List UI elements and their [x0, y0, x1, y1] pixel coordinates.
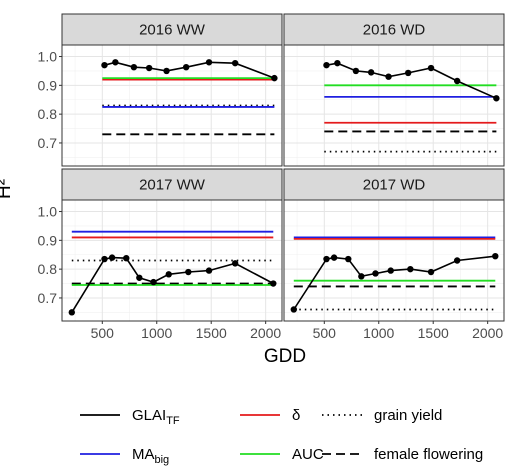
glai-point	[387, 267, 394, 274]
legend-label: grain yield	[374, 407, 442, 424]
legend-label: AUC	[292, 446, 324, 463]
panel-title: 2017 WD	[363, 177, 426, 194]
glai-point	[165, 271, 172, 278]
legend-item-glai: GLAITF	[80, 407, 180, 427]
panel-border	[283, 199, 505, 322]
panel-0: 2016 WW 0.7 0.8 0.9 1.0	[38, 13, 283, 167]
glai-point	[345, 255, 352, 263]
glai-point	[182, 63, 190, 71]
x-tick-label: 2000	[472, 325, 503, 341]
legend-label-subscript: big	[155, 454, 170, 466]
y-tick-label: 0.9	[38, 77, 58, 93]
panel-border	[283, 44, 505, 167]
legend-label: MAbig	[132, 446, 169, 466]
y-axis-title: H²	[0, 179, 15, 199]
y-tick-label: 0.7	[38, 290, 58, 306]
glai-point	[323, 61, 330, 69]
glai-point	[205, 59, 213, 66]
legend-label: GLAITF	[132, 407, 180, 427]
glai-point	[112, 59, 119, 66]
legend: GLAITF δ grain yield MAbig AUC female floweri…	[80, 407, 483, 466]
glai-point	[185, 268, 192, 276]
glai-point	[136, 274, 143, 281]
x-tick-label: 1500	[418, 325, 449, 341]
legend-item-grain-yield: grain yield	[322, 407, 442, 424]
plot-background	[62, 45, 282, 166]
glai-point	[330, 254, 338, 261]
panel-3: 2017 WD 500 1000 1500 2000	[283, 168, 505, 341]
glai-point	[145, 64, 153, 72]
x-tick-label: 500	[91, 325, 115, 341]
glai-point	[150, 278, 157, 286]
glai-point	[367, 69, 375, 76]
glai-point	[453, 257, 461, 264]
legend-item-female-flowering: female flowering	[322, 446, 483, 463]
y-tick-label: 1.0	[38, 49, 58, 65]
panel-strip	[61, 13, 283, 46]
plot-background	[284, 200, 504, 321]
y-tick-label: 1.0	[38, 204, 58, 220]
legend-item-delta: δ	[240, 407, 300, 424]
y-tick-label: 0.7	[38, 135, 58, 151]
panel-strip	[283, 13, 505, 46]
glai-point	[334, 59, 341, 67]
panel-title: 2016 WW	[139, 22, 206, 39]
x-tick-label: 1500	[196, 325, 227, 341]
glai-point	[385, 73, 392, 80]
glai-point	[101, 255, 108, 263]
panel-title: 2017 WW	[139, 177, 206, 194]
glai-point	[290, 306, 298, 313]
glai-point	[427, 64, 435, 72]
x-tick-label: 1000	[141, 325, 172, 341]
panel-border	[61, 199, 283, 322]
panel-2: 2017 WW 0.7 0.8 0.9 1.0 500 1000 1500 2000	[38, 168, 283, 341]
glai-point	[358, 273, 365, 280]
glai-point	[404, 69, 412, 77]
legend-label: δ	[292, 407, 300, 424]
legend-label: female flowering	[374, 446, 483, 463]
x-tick-label: 1000	[363, 325, 394, 341]
glai-point	[101, 61, 108, 69]
glai-point	[372, 270, 379, 277]
x-tick-label: 2000	[250, 325, 281, 341]
glai-point	[492, 252, 499, 260]
glai-point	[271, 74, 278, 82]
legend-item-mabig: MAbig	[80, 446, 169, 466]
glai-point	[270, 280, 277, 287]
legend-label-subscript: TF	[166, 415, 180, 427]
glai-point	[68, 309, 76, 316]
legend-item-auc: AUC	[240, 446, 324, 463]
y-tick-label: 0.9	[38, 232, 58, 248]
glai-point	[493, 95, 500, 102]
panel-strip	[61, 168, 283, 201]
y-tick-label: 0.8	[38, 261, 58, 277]
glai-point	[352, 67, 360, 75]
glai-point	[130, 63, 138, 71]
glai-point	[453, 77, 461, 85]
glai-point	[123, 254, 130, 262]
plot-background	[284, 45, 504, 166]
glai-point	[231, 260, 239, 267]
glai-point	[108, 254, 116, 261]
y-tick-label: 0.8	[38, 106, 58, 122]
glai-point	[407, 265, 414, 273]
glai-point	[205, 267, 213, 274]
panel-border	[61, 44, 283, 167]
x-tick-label: 500	[313, 325, 337, 341]
glai-point	[231, 59, 239, 67]
x-axis-title: GDD	[264, 346, 306, 367]
panel-1: 2016 WD	[283, 13, 505, 167]
panels-group: 2016 WW 0.7 0.8 0.9 1.0 2016 WD 2017 WW 0.7 0.8 0…	[38, 13, 505, 341]
panel-title: 2016 WD	[363, 22, 426, 39]
glai-point	[427, 268, 435, 276]
glai-point	[163, 67, 170, 75]
glai-point	[323, 255, 330, 263]
